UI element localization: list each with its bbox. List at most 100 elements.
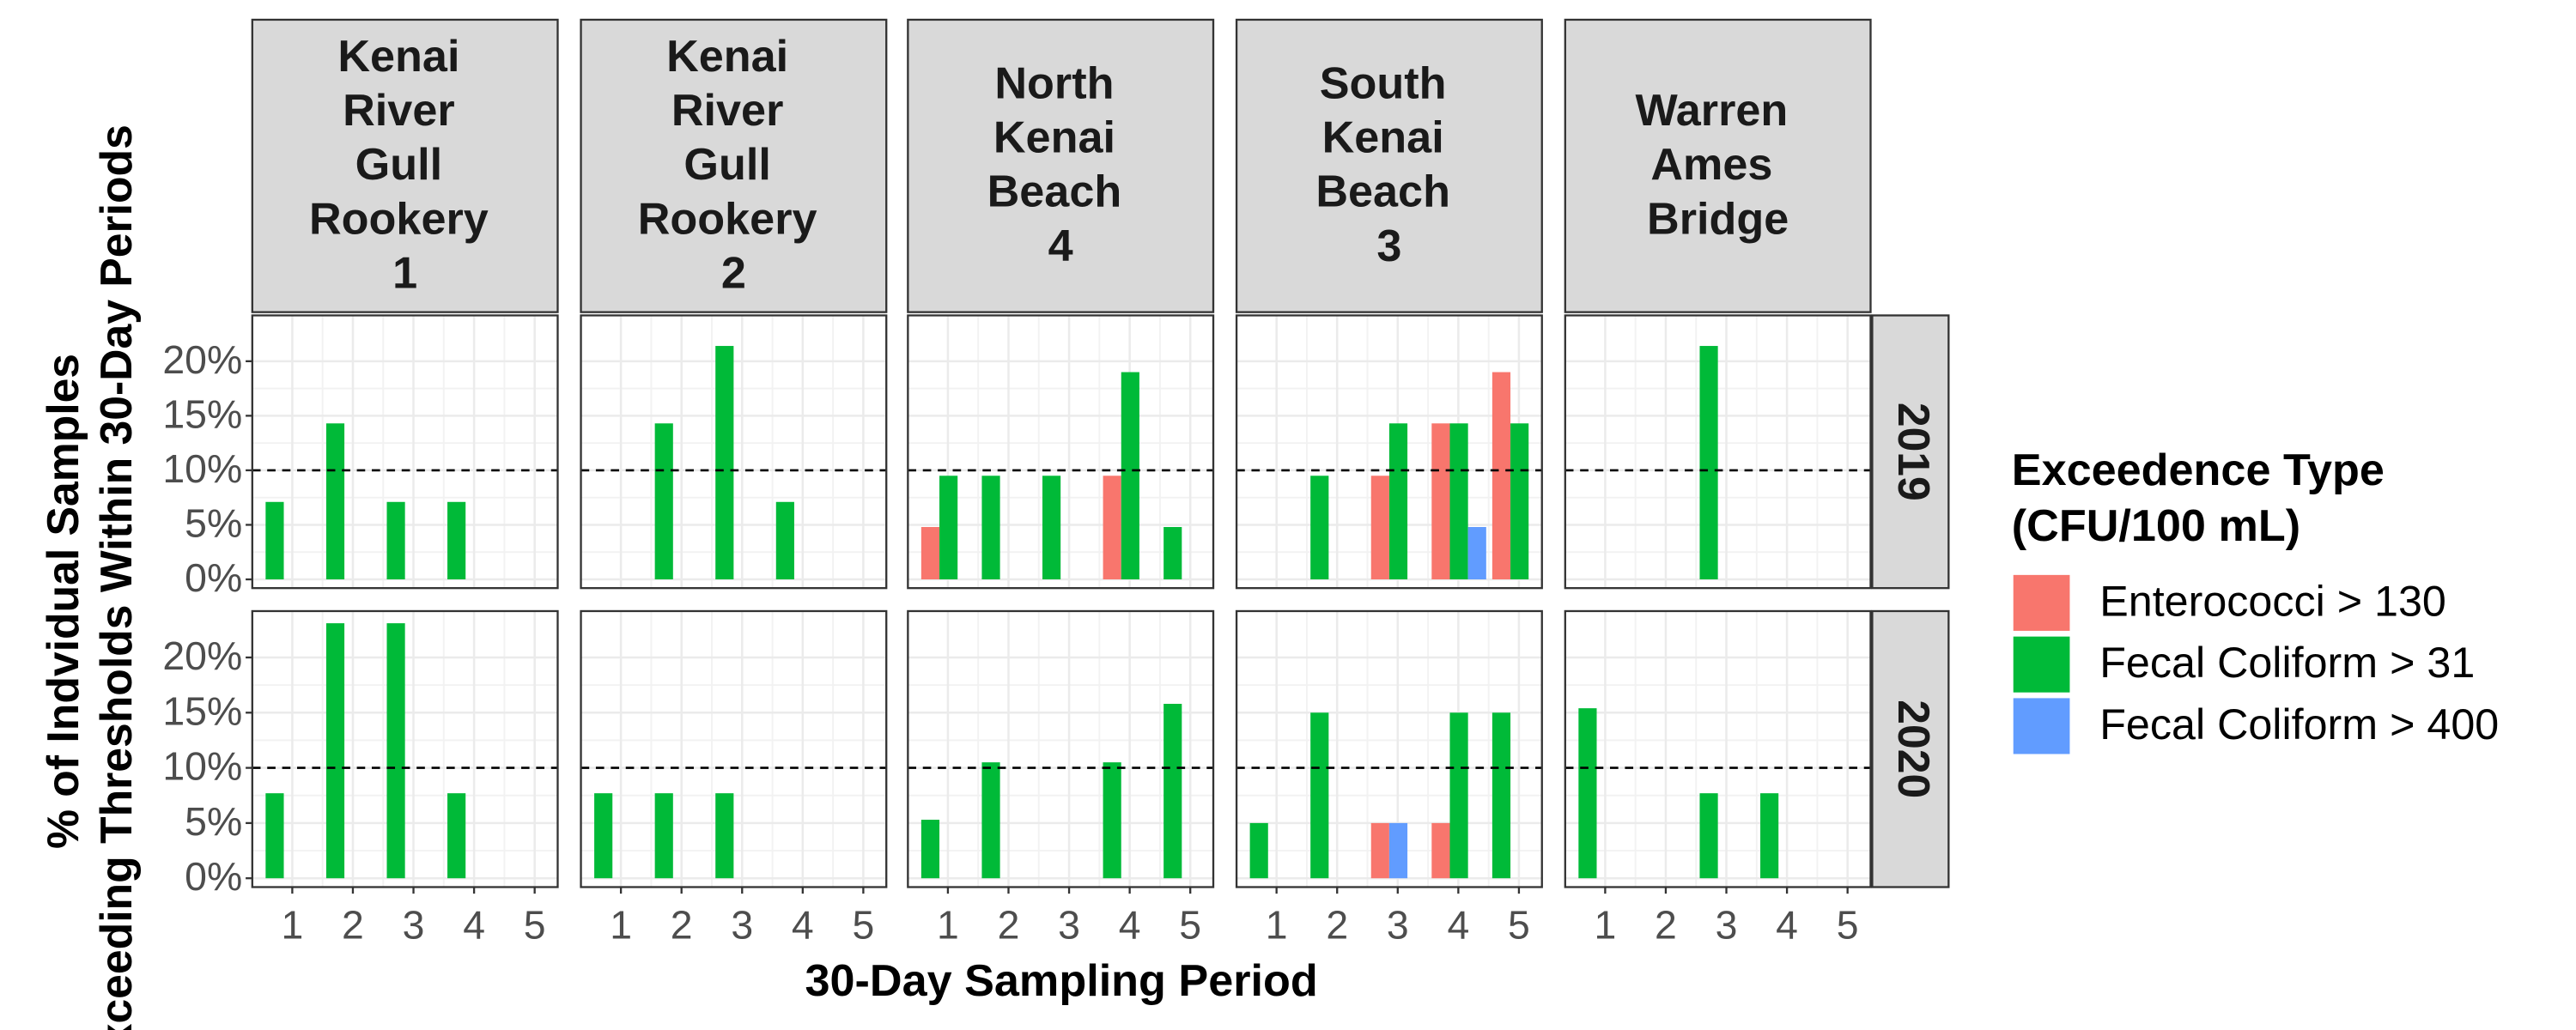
facet-strip — [907, 18, 1215, 313]
panel-border — [1564, 609, 1872, 888]
facet-strip — [1564, 18, 1872, 313]
bar — [715, 793, 734, 879]
bar — [1492, 712, 1511, 879]
facet-strip — [251, 18, 559, 313]
x-tick-label: 2 — [671, 903, 693, 948]
bar — [1388, 822, 1408, 879]
bar — [1760, 793, 1779, 879]
panel-border — [907, 314, 1215, 590]
bar — [1310, 476, 1329, 580]
x-tick-label: 3 — [1387, 903, 1409, 948]
x-tick-label: 4 — [1119, 903, 1141, 948]
x-tick-label: 1 — [937, 903, 959, 948]
panel-border — [1235, 314, 1543, 590]
row-label: 2020 — [1888, 700, 1938, 798]
bar — [1467, 527, 1486, 580]
facet-label: North Kenai Beach 4 — [987, 58, 1134, 270]
bar — [1370, 822, 1389, 879]
bar — [1449, 712, 1468, 879]
x-tick-label: 2 — [1326, 903, 1348, 948]
facet-label: South Kenai Beach 3 — [1315, 58, 1462, 270]
bar — [981, 476, 1000, 580]
bar — [920, 820, 940, 879]
bar — [939, 476, 958, 580]
legend-label: Fecal Coliform > 31 — [2099, 639, 2475, 687]
bar — [1163, 527, 1182, 580]
x-tick-label: 1 — [610, 903, 632, 948]
x-tick-label: 1 — [1594, 903, 1616, 948]
row-strip — [1871, 609, 1950, 888]
legend-title: Exceedence Type — [2012, 445, 2385, 495]
facet-label: Warren Ames Bridge — [1635, 86, 1800, 244]
bar — [1310, 712, 1329, 879]
y-tick-label: 0% — [185, 854, 242, 899]
bar — [1578, 708, 1597, 879]
bar — [1103, 762, 1121, 879]
bar — [1388, 423, 1408, 580]
x-tick-label: 2 — [998, 903, 1020, 948]
bar — [265, 501, 284, 580]
facet-strip — [1235, 18, 1543, 313]
bar — [1431, 423, 1450, 580]
y-axis-title: Exceeding Thresholds Within 30-Day Perio… — [92, 124, 142, 1030]
panel-border — [1564, 314, 1872, 590]
bar — [715, 346, 734, 580]
bar — [1449, 423, 1468, 580]
x-axis-title: 30-Day Sampling Period — [805, 956, 1317, 1006]
bar — [1431, 822, 1450, 879]
legend-key — [2013, 636, 2070, 693]
x-tick-label: 5 — [853, 903, 875, 948]
bar — [1699, 793, 1718, 879]
legend-label: Enterococci > 130 — [2099, 578, 2446, 626]
legend-title: (CFU/100 mL) — [2012, 501, 2300, 551]
bar — [594, 793, 613, 879]
bar — [1042, 476, 1061, 580]
bar — [654, 423, 673, 580]
y-axis-title: % of Indvidual Samples — [39, 354, 88, 849]
bar — [325, 623, 345, 879]
x-tick-label: 4 — [1776, 903, 1798, 948]
bar — [1163, 703, 1182, 879]
bar — [1492, 372, 1511, 580]
panel-border — [580, 314, 888, 590]
bar — [386, 623, 405, 879]
x-tick-label: 2 — [342, 903, 364, 948]
x-tick-label: 3 — [1058, 903, 1080, 948]
legend-key — [2013, 698, 2070, 754]
x-tick-label: 5 — [1837, 903, 1859, 948]
x-tick-label: 3 — [1716, 903, 1738, 948]
y-tick-label: 10% — [162, 744, 242, 789]
bar — [1370, 476, 1389, 580]
bar — [265, 793, 284, 879]
x-tick-label: 4 — [1447, 903, 1469, 948]
y-tick-label: 5% — [185, 799, 242, 844]
y-tick-label: 15% — [162, 689, 242, 734]
panel-border — [1235, 609, 1543, 888]
x-tick-label: 2 — [1655, 903, 1677, 948]
y-tick-label: 10% — [162, 446, 242, 491]
panel-border — [580, 609, 888, 888]
bar — [1249, 822, 1268, 879]
x-tick-label: 4 — [792, 903, 814, 948]
y-tick-label: 20% — [162, 633, 242, 678]
y-tick-label: 0% — [185, 555, 242, 600]
x-tick-label: 1 — [281, 903, 303, 948]
x-tick-label: 5 — [1179, 903, 1201, 948]
bar — [981, 762, 1000, 879]
legend-key — [2013, 574, 2070, 631]
bar — [325, 423, 345, 580]
panel-border — [251, 609, 559, 888]
bar — [1103, 476, 1121, 580]
y-tick-label: 5% — [185, 501, 242, 546]
facet-label: Kenai River Gull Rookery 2 — [638, 32, 829, 298]
x-tick-label: 1 — [1266, 903, 1288, 948]
bar — [1510, 423, 1529, 580]
x-tick-label: 3 — [403, 903, 425, 948]
x-tick-label: 5 — [1508, 903, 1530, 948]
bar — [447, 501, 466, 580]
x-tick-label: 4 — [463, 903, 485, 948]
y-tick-label: 15% — [162, 392, 242, 437]
bar — [775, 501, 794, 580]
